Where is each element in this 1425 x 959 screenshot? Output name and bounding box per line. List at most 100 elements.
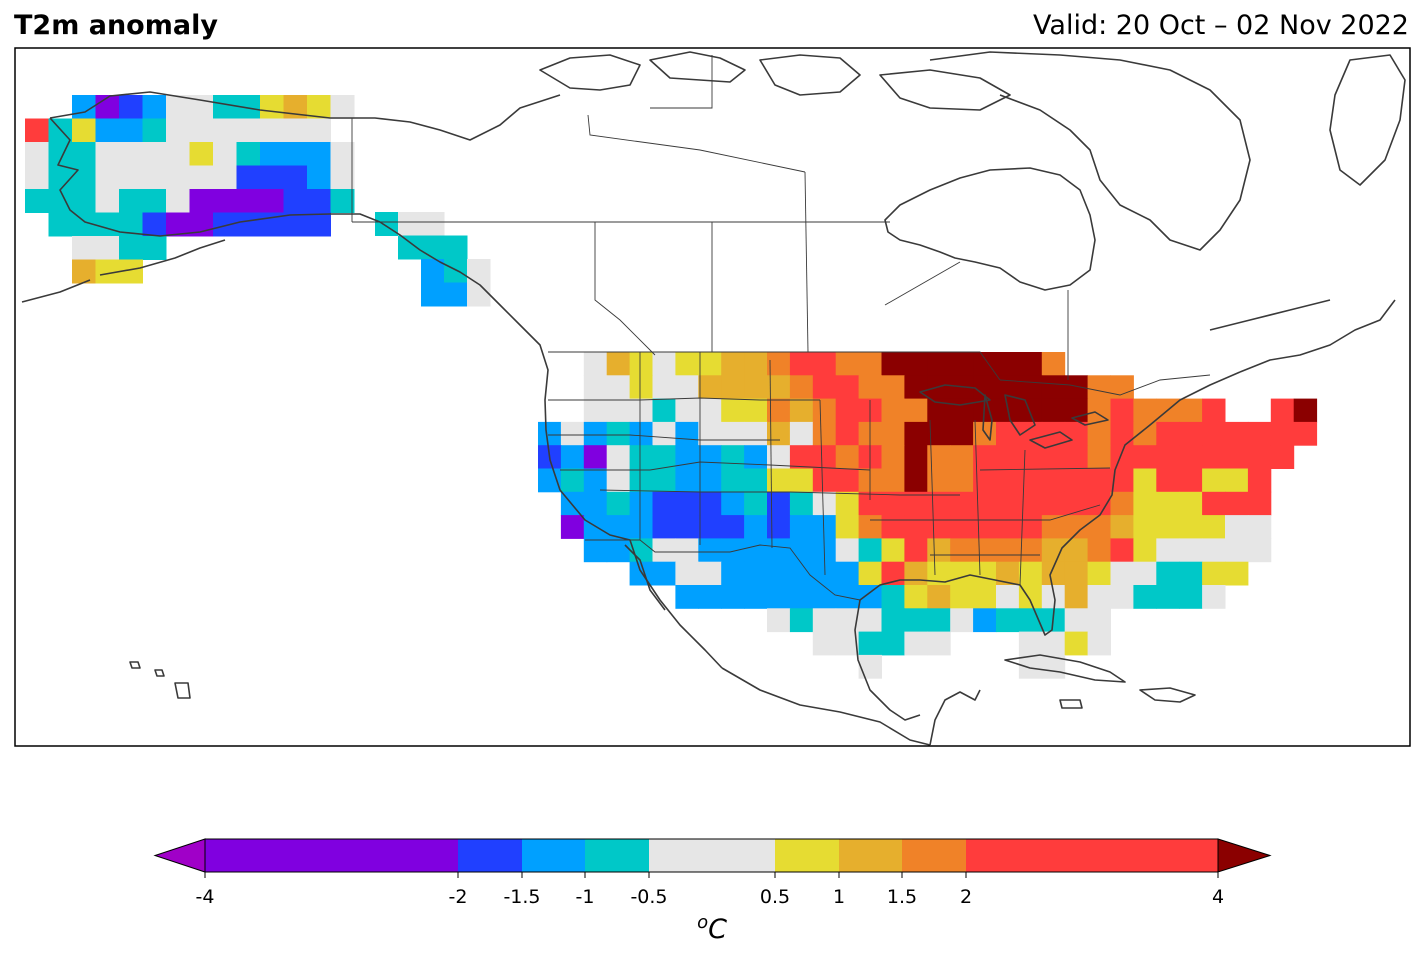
- baffin-island: [929, 51, 1251, 251]
- alaska-cell: [213, 189, 237, 213]
- conus-cell: [629, 445, 653, 469]
- gulf-atlantic-coast: [859, 371, 1241, 636]
- conus-cell: [698, 585, 722, 609]
- conus-cell: [858, 352, 882, 376]
- conus-cell: [789, 468, 814, 493]
- colorbar-tick-label: -0.5: [630, 886, 667, 908]
- conus-cell: [812, 352, 837, 376]
- political-borders: [351, 55, 1211, 601]
- conus-cell: [767, 538, 791, 563]
- conus-cell: [744, 398, 768, 423]
- conus-cell: [1064, 398, 1089, 423]
- sask-manitoba-border: [804, 171, 809, 353]
- alaska-cell: [307, 118, 331, 143]
- us-mexico-border: [585, 539, 861, 601]
- conus-cell: [858, 585, 882, 609]
- panhandle-cell: [444, 282, 468, 307]
- conus-cell: [881, 608, 905, 633]
- conus-cell: [744, 375, 768, 400]
- hispaniola: [1139, 687, 1196, 703]
- conus-cell: [1225, 491, 1249, 516]
- panhandle-cell: [421, 259, 445, 283]
- conus-cell: [835, 375, 860, 400]
- mexico-pacific-coast: [721, 667, 931, 746]
- conus-cell: [1156, 421, 1180, 446]
- conus-cell: [1110, 398, 1134, 423]
- conus-cell: [583, 398, 608, 423]
- conus-cell: [1156, 468, 1180, 493]
- alaska-cell: [166, 142, 190, 166]
- alaska-cell: [213, 118, 237, 143]
- baffin-region: [879, 69, 1011, 111]
- conus-cell: [1041, 585, 1066, 609]
- conus-cell: [767, 375, 791, 400]
- alaska-cell: [283, 118, 308, 143]
- conus-cell: [1018, 631, 1043, 656]
- conus-cell: [721, 538, 745, 563]
- conus-cell: [789, 491, 814, 516]
- colorbar-tick-label: -1.5: [503, 886, 540, 908]
- conus-cell: [881, 468, 905, 493]
- conus-cell: [789, 561, 814, 586]
- alaska-cell: [48, 189, 73, 213]
- conus-cell: [1087, 585, 1111, 609]
- alaska-cell: [142, 118, 167, 143]
- map-title: T2m anomaly: [14, 10, 218, 41]
- conus-cell: [996, 515, 1020, 539]
- conus-cell: [1018, 375, 1043, 400]
- panhandle-cell: [444, 235, 468, 260]
- colorbar-bin: [902, 839, 966, 872]
- conus-cell: [1270, 421, 1295, 446]
- colorbar-tick-label: 1: [833, 886, 845, 908]
- conus-cell: [973, 608, 997, 633]
- colorbar-bin: [649, 839, 775, 872]
- conus-cell: [996, 421, 1020, 446]
- alaska-cell: [95, 142, 120, 166]
- conus-cell: [1247, 445, 1272, 469]
- conus-cell: [721, 352, 745, 376]
- conus-cell: [812, 491, 837, 516]
- conus-cell: [1270, 398, 1295, 423]
- conus-cell: [835, 585, 860, 609]
- conus-cell: [881, 585, 905, 609]
- state-line-v8: [1019, 449, 1026, 586]
- conus-cell: [1064, 538, 1089, 563]
- conus-cell: [858, 515, 882, 539]
- conus-cell: [1064, 468, 1089, 493]
- alaska-cell: [25, 165, 49, 190]
- conus-cell: [1202, 515, 1226, 539]
- alaska-cell: [25, 118, 49, 143]
- conus-cell: [1064, 375, 1089, 400]
- conus-cell: [1179, 445, 1203, 469]
- conus-cell: [789, 445, 814, 469]
- conus-cell: [858, 491, 882, 516]
- alaska-cell: [330, 142, 355, 166]
- conus-cell: [1064, 585, 1089, 609]
- conus-cell: [789, 352, 814, 376]
- conus-cell: [904, 491, 928, 516]
- conus-cell: [721, 515, 745, 539]
- conus-cell: [927, 352, 951, 376]
- alaska-cell: [260, 95, 284, 119]
- alaska-cell: [119, 165, 143, 190]
- conus-cell: [629, 375, 653, 400]
- conus-cell: [767, 398, 791, 423]
- colorbar-bin: [839, 839, 902, 872]
- state-line-6: [979, 467, 1111, 471]
- conus-cell: [1087, 631, 1111, 656]
- conus-cell: [1133, 421, 1157, 446]
- conus-cell: [652, 421, 676, 446]
- conus-cell: [1064, 445, 1089, 469]
- alaska-cell: [189, 189, 214, 213]
- alaska-cell: [236, 212, 261, 237]
- jamaica: [1059, 699, 1083, 709]
- conus-cell: [1041, 491, 1066, 516]
- conus-cell: [721, 491, 745, 516]
- conus-cell: [583, 468, 608, 493]
- conus-cell: [789, 515, 814, 539]
- conus-cell: [835, 352, 860, 376]
- arctic-island-1: [539, 54, 641, 91]
- conus-cell: [835, 561, 860, 586]
- alaska-cell: [95, 118, 120, 143]
- conus-cell: [973, 445, 997, 469]
